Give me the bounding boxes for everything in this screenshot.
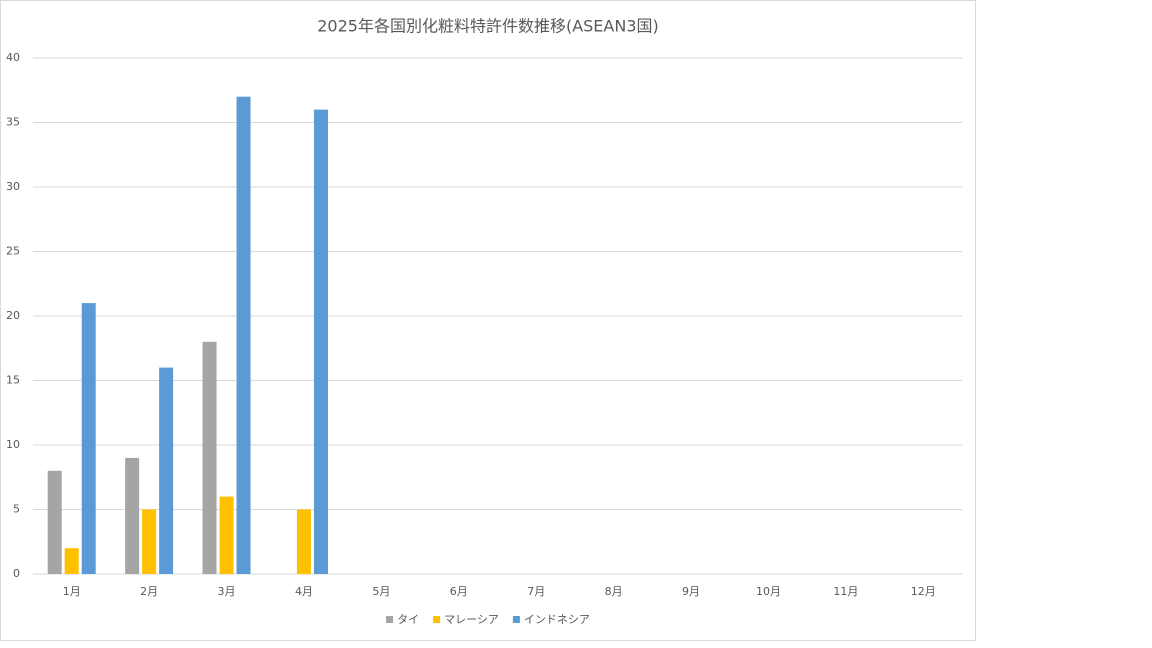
legend-swatch bbox=[512, 616, 520, 623]
y-tick-label: 15 bbox=[6, 374, 20, 387]
legend-label: タイ bbox=[397, 613, 419, 626]
bar bbox=[125, 457, 140, 574]
bar bbox=[236, 96, 251, 574]
y-tick-label: 20 bbox=[6, 309, 20, 322]
x-tick-label: 8月 bbox=[605, 585, 623, 598]
y-tick-label: 5 bbox=[13, 503, 20, 516]
bar bbox=[142, 509, 157, 574]
x-tick-label: 9月 bbox=[682, 585, 700, 598]
x-tick-label: 3月 bbox=[218, 585, 236, 598]
x-tick-label: 10月 bbox=[756, 585, 781, 598]
bar bbox=[202, 341, 217, 574]
chart-title: 2025年各国別化粧料特許件数推移(ASEAN3国) bbox=[317, 17, 659, 36]
x-tick-label: 6月 bbox=[450, 585, 468, 598]
x-tick-label: 2月 bbox=[140, 585, 158, 598]
legend-label: インドネシア bbox=[524, 613, 590, 626]
x-tick-label: 7月 bbox=[527, 585, 545, 598]
bar bbox=[313, 109, 328, 574]
y-tick-label: 0 bbox=[13, 567, 20, 580]
legend-swatch bbox=[386, 616, 394, 623]
x-tick-label: 5月 bbox=[372, 585, 390, 598]
legend-label: マレーシア bbox=[444, 613, 499, 626]
y-tick-label: 40 bbox=[6, 51, 20, 64]
x-tick-label: 12月 bbox=[911, 585, 936, 598]
x-tick-label: 1月 bbox=[63, 585, 81, 598]
bar bbox=[219, 496, 234, 574]
legend-swatch bbox=[433, 616, 441, 623]
x-tick-label: 4月 bbox=[295, 585, 313, 598]
bar bbox=[64, 548, 79, 574]
y-tick-label: 10 bbox=[6, 438, 20, 451]
y-tick-label: 25 bbox=[6, 245, 20, 258]
bar bbox=[81, 303, 96, 574]
bar bbox=[296, 509, 311, 574]
y-tick-label: 35 bbox=[6, 116, 20, 129]
bar bbox=[47, 470, 62, 574]
bar bbox=[159, 367, 174, 574]
y-tick-label: 30 bbox=[6, 180, 20, 193]
x-tick-label: 11月 bbox=[833, 585, 858, 598]
